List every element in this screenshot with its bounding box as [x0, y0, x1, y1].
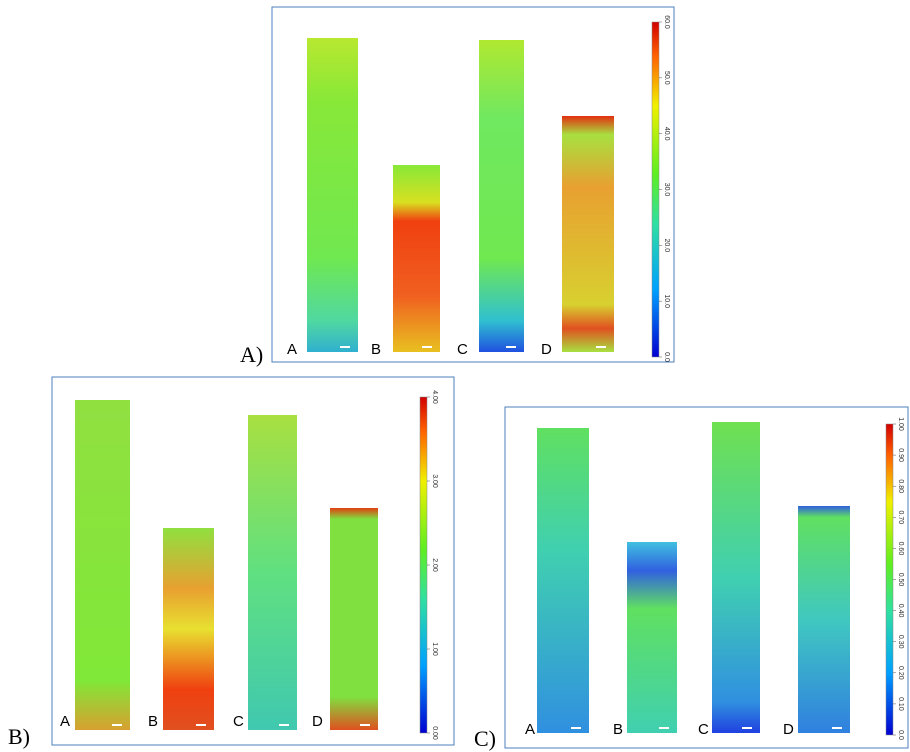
colorbar-tick-label: 0.80 — [897, 479, 904, 493]
strip-label: B — [613, 721, 623, 738]
strip-label: D — [783, 721, 794, 738]
scale-bar — [596, 346, 606, 348]
scale-bar — [571, 727, 581, 729]
heatmap-strip — [798, 506, 850, 733]
strip-label: C — [233, 713, 244, 730]
heatmap-strip — [537, 428, 589, 733]
colorbar-tick-label: 0.60 — [897, 542, 904, 556]
colorbar — [651, 21, 660, 358]
colorbar — [419, 396, 428, 734]
colorbar-tick-label: 50.0 — [663, 71, 670, 85]
colorbar-tick-label: 0.10 — [897, 697, 904, 711]
strip-label: B — [371, 341, 381, 358]
heatmap-strip — [248, 415, 297, 730]
colorbar-tick-label: 0.20 — [897, 666, 904, 680]
strip-label: D — [541, 341, 552, 358]
scale-bar — [112, 724, 122, 726]
scale-bar — [340, 346, 350, 348]
colorbar-tick-label: 10.0 — [663, 294, 670, 308]
colorbar-tick-label: 30.0 — [663, 183, 670, 197]
colorbar-tick-label: 3.00 — [431, 474, 438, 488]
colorbar-tick-label: 0.00 — [431, 726, 438, 740]
heatmap-strip — [330, 508, 378, 730]
colorbar-tick-label: 1.00 — [897, 417, 904, 431]
panel-label: B) — [8, 724, 30, 749]
scale-bar — [279, 724, 289, 726]
heatmap-strip — [712, 422, 760, 733]
strip-label: A — [287, 341, 297, 358]
heatmap-strip — [627, 542, 677, 733]
colorbar-tick-label: 40.0 — [663, 127, 670, 141]
heatmap-strip — [307, 38, 358, 352]
colorbar-tick-label: 60.0 — [663, 15, 670, 29]
colorbar-tick-label: 0.40 — [897, 604, 904, 618]
colorbar-tick-label: 0.0 — [663, 352, 670, 362]
heatmap-strip — [393, 165, 440, 352]
heatmap-strip — [479, 40, 524, 352]
heatmap-strip — [562, 116, 614, 352]
colorbar — [885, 423, 894, 736]
colorbar-tick-label: 20.0 — [663, 239, 670, 253]
heatmap-strip — [75, 400, 130, 730]
panel-frame — [504, 406, 909, 749]
scale-bar — [832, 727, 842, 729]
colorbar-tick-label: 4.00 — [431, 390, 438, 404]
panel-frame — [51, 376, 455, 746]
colorbar-tick-label: 0.70 — [897, 510, 904, 524]
scale-bar — [742, 727, 752, 729]
strip-label: A — [525, 721, 535, 738]
colorbar-tick-label: 0.0 — [897, 730, 904, 740]
colorbar-tick-label: 1.00 — [431, 642, 438, 656]
strip-label: A — [60, 713, 70, 730]
scale-bar — [196, 724, 206, 726]
scale-bar — [360, 724, 370, 726]
panel: A) A B C D 0.0 10.0 20.0 30.0 40.0 50.0 60.0 — [240, 6, 675, 367]
scale-bar — [422, 346, 432, 348]
colorbar-tick-label: 0.50 — [897, 573, 904, 587]
strip-label: C — [698, 721, 709, 738]
colorbar-tick-label: 2.00 — [431, 558, 438, 572]
scale-bar — [506, 346, 516, 348]
colorbar-tick-label: 0.30 — [897, 635, 904, 649]
scale-bar — [659, 727, 669, 729]
strip-label: D — [312, 713, 323, 730]
heatmap-strip — [163, 528, 214, 730]
panel: B) A B C D 0.00 1.00 2.00 3.00 4.00 — [8, 376, 455, 749]
panel-label: A) — [240, 342, 263, 367]
panel: C) A B C D 0.0 0.10 0.20 0.30 0.40 0.50 0.60 0.70 0.8… — [474, 406, 909, 751]
colorbar-tick-label: 0.90 — [897, 448, 904, 462]
panel-frame — [271, 6, 675, 363]
panel-label: C) — [474, 726, 496, 751]
strip-label: C — [457, 341, 468, 358]
strip-label: B — [148, 713, 158, 730]
